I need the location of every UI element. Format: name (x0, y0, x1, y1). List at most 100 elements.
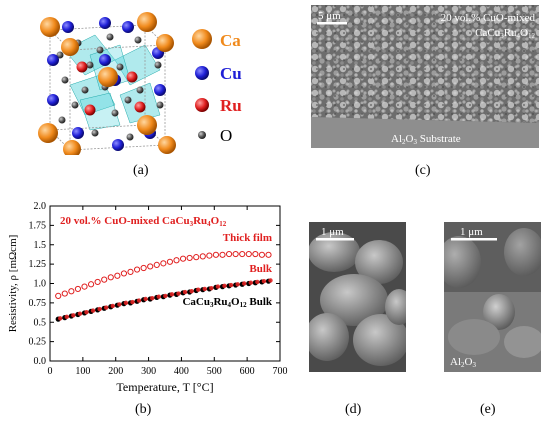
point-thick-film (258, 251, 266, 258)
caption-b: (b) (135, 402, 152, 417)
sem-image-film: 5 μm 20 vol.% CuO-mixed CaCu3Ru4O12 Al2O… (311, 5, 539, 148)
caption-e: (e) (480, 402, 496, 417)
point-bulk (228, 282, 234, 288)
point-thick-film (101, 276, 108, 283)
legend-o: O (198, 126, 232, 145)
y-tick-label: 0.5 (34, 317, 47, 328)
sem-image-d: 1 μm (305, 222, 413, 372)
panel-c: 5 μm 20 vol.% CuO-mixed CaCu3Ru4O12 Al2O… (311, 5, 539, 148)
point-thick-film (219, 251, 226, 258)
point-thick-film (166, 258, 174, 265)
point-thick-film (68, 288, 75, 295)
panel-a: Ca Cu Ru O (20, 5, 285, 158)
substrate-label: Al2O3 Substrate (391, 133, 461, 146)
point-bulk (182, 289, 188, 295)
x-tick-label: 100 (75, 366, 90, 377)
point-bulk (163, 293, 168, 299)
svg-text:Ru: Ru (220, 96, 242, 115)
point-bulk (189, 289, 194, 294)
legend-cu: Cu (195, 64, 242, 83)
scale-label: 1 μm (460, 226, 483, 238)
legend-ru: Ru (195, 96, 242, 115)
point-bulk (176, 291, 181, 296)
al2o3-label: Al2O3 (450, 356, 476, 369)
point-thick-film (127, 268, 134, 275)
point-thick-film (252, 250, 259, 258)
svg-text:O: O (220, 126, 232, 145)
x-tick-label: 700 (273, 366, 288, 377)
point-bulk (64, 314, 69, 320)
x-tick-label: 200 (108, 366, 123, 377)
legend-ca: Ca (192, 29, 241, 50)
scale-bar (451, 238, 497, 241)
point-thick-film (140, 264, 147, 272)
y-tick-label: 1.0 (34, 279, 47, 290)
y-tick-label: 0.0 (34, 356, 47, 367)
sem-label-line1: 20 vol.% CuO-mixed (441, 12, 536, 24)
point-thick-film (114, 272, 121, 279)
point-bulk (255, 279, 260, 285)
point-thick-film (225, 250, 233, 258)
point-thick-film (199, 253, 206, 260)
point-bulk (150, 296, 155, 301)
point-thick-film (186, 254, 193, 262)
point-bulk (71, 313, 76, 318)
point-thick-film (206, 252, 213, 259)
scale-label: 1 μm (321, 226, 344, 238)
point-bulk (248, 280, 253, 285)
point-bulk (97, 306, 102, 312)
point-thick-film (55, 292, 62, 300)
x-tick-label: 0 (48, 366, 53, 377)
annotation-thick-film: Thick film (223, 232, 272, 244)
panel-d: 1 μm (305, 222, 413, 372)
point-bulk (222, 283, 227, 289)
y-axis-label: Resistivity, ρ [mΩcm] (7, 235, 19, 333)
panel-e: 1 μm Al2O3 (437, 222, 544, 372)
x-axis-label: Temperature, T [°C] (116, 380, 213, 394)
point-bulk (130, 299, 135, 305)
point-thick-film (153, 261, 160, 269)
point-thick-film (61, 290, 68, 297)
caption-c: (c) (415, 163, 431, 178)
point-thick-film (81, 283, 88, 290)
point-bulk (169, 292, 175, 297)
atom-legend: Ca Cu Ru O (192, 29, 242, 145)
point-bulk (261, 278, 267, 284)
point-bulk (156, 294, 161, 299)
point-bulk (77, 311, 83, 316)
y-tick-label: 1.25 (29, 259, 47, 270)
annotation-bulk: Bulk (249, 263, 273, 275)
point-thick-film (120, 270, 128, 277)
point-bulk (202, 286, 207, 292)
y-tick-label: 1.75 (29, 220, 47, 231)
point-bulk (235, 282, 240, 287)
svg-text:Ca: Ca (220, 31, 241, 50)
point-thick-film (173, 257, 180, 264)
point-thick-film (94, 278, 101, 286)
point-bulk (90, 308, 96, 313)
point-bulk (117, 302, 122, 307)
point-thick-film (147, 263, 154, 270)
point-bulk (215, 284, 221, 289)
scale-bar (317, 22, 347, 25)
caption-a: (a) (133, 163, 149, 178)
point-thick-film (87, 281, 95, 288)
x-tick-label: 600 (240, 366, 255, 377)
point-thick-film (245, 250, 252, 258)
x-tick-label: 400 (174, 366, 189, 377)
x-tick-label: 300 (141, 366, 156, 377)
annotation-reference-bulk: CaCu3Ru4O12 Bulk (182, 296, 272, 309)
point-thick-film (133, 266, 141, 273)
sem-label-line2: CaCu3Ru4O12 (475, 27, 535, 40)
resistivity-chart: 0 100 200 300 400 500 600 700 0.0 0.25 0.5 0.75 1.0 1… (7, 201, 288, 394)
svg-text:Cu: Cu (220, 64, 242, 83)
point-bulk (136, 298, 142, 303)
y-tick-label: 0.75 (29, 298, 47, 309)
point-bulk (84, 309, 89, 315)
unit-cell (38, 12, 176, 158)
point-bulk (110, 303, 115, 309)
scale-bar (316, 238, 354, 241)
x-tick-label: 500 (207, 366, 222, 377)
point-bulk (196, 287, 201, 292)
point-bulk (104, 305, 109, 310)
